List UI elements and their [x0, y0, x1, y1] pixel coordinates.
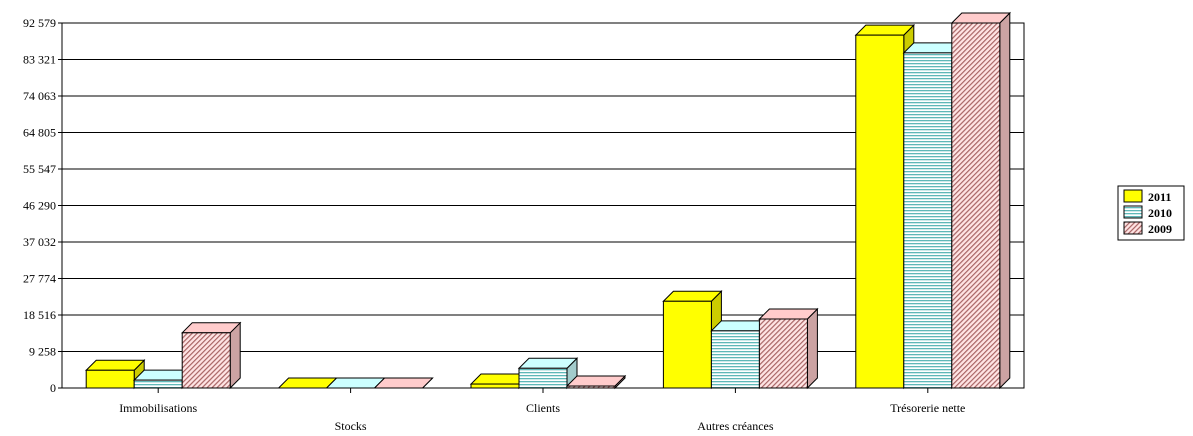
x-category-label: Immobilisations — [119, 401, 197, 415]
y-tick-label: 9 258 — [29, 345, 56, 359]
legend-swatch — [1123, 205, 1143, 219]
bar-front — [951, 22, 1001, 389]
bar-2009-3 — [758, 307, 819, 390]
bar-top — [758, 308, 819, 320]
bar-top — [517, 357, 579, 369]
bar-2009-0 — [180, 321, 242, 390]
bar-top — [84, 359, 146, 371]
x-category-label: Autres créances — [697, 419, 774, 431]
y-tick-label: 37 032 — [23, 235, 56, 249]
legend-label: 2011 — [1148, 190, 1171, 204]
x-category-label: Clients — [526, 401, 560, 415]
bar-2009-2 — [565, 374, 627, 390]
bar-top — [854, 24, 916, 36]
bar-front — [181, 332, 231, 389]
bar-top — [180, 322, 242, 334]
legend-swatch — [1123, 221, 1143, 235]
x-category-label: Trésorerie nette — [890, 401, 965, 415]
bar-top — [373, 377, 434, 389]
bar-front — [855, 34, 905, 389]
bar-front — [133, 379, 183, 389]
bar-2010-2 — [517, 357, 579, 390]
y-tick-label: 0 — [50, 381, 56, 395]
y-tick-label: 92 579 — [23, 16, 56, 30]
bar-front — [470, 383, 520, 389]
bars-layer — [84, 11, 1012, 390]
legend-label: 2010 — [1148, 206, 1172, 220]
legend: 2011 2010 2009 — [1117, 185, 1185, 241]
bar-side — [999, 11, 1011, 390]
y-tick-label: 27 774 — [23, 272, 56, 286]
bar-2009-4 — [950, 11, 1012, 390]
y-tick-label: 46 290 — [23, 199, 56, 213]
bar-2009-1 — [373, 377, 434, 389]
bar-side — [229, 321, 241, 390]
y-tick-label: 64 805 — [23, 126, 56, 140]
bar-top — [565, 375, 627, 387]
bar-front — [758, 318, 808, 389]
bar-front — [903, 52, 953, 389]
bar-front — [662, 300, 712, 389]
bar-front — [710, 330, 760, 389]
bar-front — [518, 367, 568, 389]
legend-swatch — [1123, 189, 1143, 203]
legend-label: 2009 — [1148, 222, 1172, 236]
labels-layer: 0 9 258 18 516 27 774 37 032 46 290 55 547 64 8… — [23, 16, 965, 433]
x-category-label: Stocks — [335, 419, 367, 431]
bar-top — [662, 290, 723, 302]
bar-front — [85, 369, 135, 389]
y-tick-label: 74 063 — [23, 89, 56, 103]
bar-side — [806, 307, 818, 390]
y-tick-label: 18 516 — [23, 308, 56, 322]
bar-top — [950, 12, 1012, 24]
y-tick-label: 55 547 — [23, 162, 56, 176]
bar-front — [566, 385, 616, 389]
y-tick-label: 83 321 — [23, 53, 56, 67]
